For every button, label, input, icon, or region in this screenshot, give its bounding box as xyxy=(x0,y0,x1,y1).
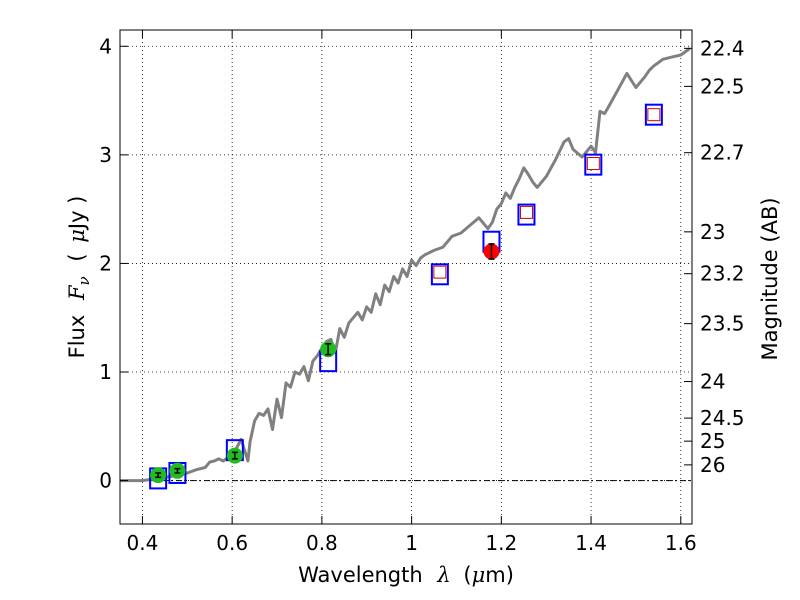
upper-limit-box xyxy=(519,205,533,219)
x-tick-label: 1.4 xyxy=(575,531,607,555)
upper-limit-box xyxy=(647,108,661,122)
upper-limit-box xyxy=(433,265,447,279)
y-axis-ticks: 0 1 2 3 4 xyxy=(99,34,128,493)
x-tick-label: 1.6 xyxy=(665,531,697,555)
mag-tick-label: 24.5 xyxy=(700,406,745,430)
model-spectrum-line xyxy=(120,47,691,483)
mag-tick-label: 25 xyxy=(700,429,725,453)
x-tick-label: 1.2 xyxy=(485,531,517,555)
x-tick-label: 1 xyxy=(405,531,418,555)
x-tick-label: 0.4 xyxy=(127,531,159,555)
mag-tick-label: 22.4 xyxy=(700,36,745,60)
y-tick-label: 1 xyxy=(99,360,112,384)
y-tick-label: 2 xyxy=(99,251,112,275)
photometry-points xyxy=(150,243,500,484)
x-tick-label: 0.6 xyxy=(216,531,248,555)
mag-tick-label: 22.5 xyxy=(700,74,745,98)
mag-tick-label: 23 xyxy=(700,220,725,244)
plot-frame xyxy=(119,29,693,525)
model-box xyxy=(644,103,663,126)
mag-tick-label: 26 xyxy=(700,453,725,477)
magnitude-axis-label: Magnitude (AB) xyxy=(758,197,782,360)
x-axis-ticks: 0.4 0.6 0.8 1 1.2 1.4 1.6 xyxy=(127,30,697,555)
model-box xyxy=(517,203,536,226)
model-box xyxy=(430,263,449,286)
y-tick-label: 3 xyxy=(99,143,112,167)
y-axis-label: Flux Fν ( μJy ) xyxy=(65,196,94,359)
mag-tick-label: 23.2 xyxy=(700,262,745,286)
inner-boxes xyxy=(433,108,661,279)
x-axis-label: Wavelength λ (μm) xyxy=(298,563,514,587)
y-tick-label: 4 xyxy=(99,34,112,58)
upper-limit-box xyxy=(586,157,600,171)
x-tick-label: 0.8 xyxy=(306,531,338,555)
mag-tick-label: 23.5 xyxy=(700,312,745,336)
model-box xyxy=(584,153,603,176)
mag-tick-label: 24 xyxy=(700,370,725,394)
mag-tick-label: 22.7 xyxy=(700,141,745,165)
y-tick-label: 0 xyxy=(99,469,112,493)
